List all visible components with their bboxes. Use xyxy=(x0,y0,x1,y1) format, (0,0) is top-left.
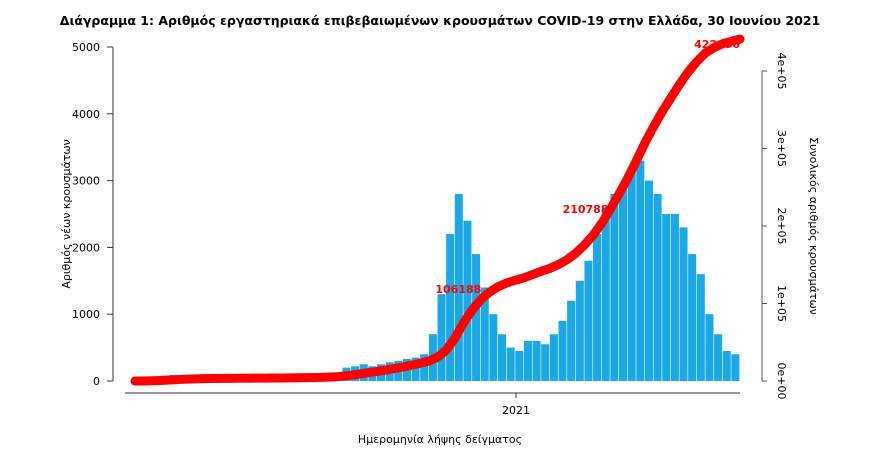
bar xyxy=(644,180,653,381)
bar xyxy=(593,234,602,381)
annotation-label: 106188 xyxy=(435,283,481,296)
x-tick-label: 2021 xyxy=(502,404,530,417)
bar xyxy=(662,214,671,381)
y-axis-label: Αριθμός νέων κρουσμάτων xyxy=(60,139,73,288)
bar xyxy=(722,350,731,381)
y2-ticks: 0e+00 1e+05 2e+05 3e+05 4e+05 xyxy=(762,53,788,400)
bar xyxy=(619,187,628,381)
bar xyxy=(567,300,576,381)
bar xyxy=(463,220,472,381)
annotation-label: 210788 xyxy=(563,203,609,216)
y-tick-label: 3000 xyxy=(72,175,100,188)
bar xyxy=(731,354,740,381)
bar xyxy=(411,357,420,381)
bar xyxy=(670,214,679,381)
y2-tick-label: 0e+00 xyxy=(775,363,788,400)
y-tick-label: 2000 xyxy=(72,241,100,254)
y-tick-label: 5000 xyxy=(72,41,100,54)
cumulative-line xyxy=(130,34,745,386)
bar xyxy=(506,347,515,381)
bar xyxy=(627,167,636,381)
bar xyxy=(437,294,446,381)
annotation-label: 422456 xyxy=(694,38,740,51)
bar xyxy=(549,334,558,381)
bar xyxy=(498,334,507,381)
bar xyxy=(541,344,550,381)
y-tick-label: 1000 xyxy=(72,308,100,321)
bar xyxy=(584,260,593,381)
bar xyxy=(653,193,662,381)
y-tick-label: 0 xyxy=(93,375,100,388)
bars xyxy=(135,160,740,381)
bar xyxy=(472,254,481,381)
annotation-final: 422456 xyxy=(694,38,740,51)
bar xyxy=(696,274,705,381)
y2-tick-label: 1e+05 xyxy=(775,285,788,322)
bar xyxy=(523,340,532,381)
bar xyxy=(705,314,714,381)
bar xyxy=(420,354,429,381)
bar xyxy=(636,160,645,381)
bar xyxy=(679,227,688,381)
bar xyxy=(714,334,723,381)
bar xyxy=(610,193,619,381)
y2-tick-label: 3e+05 xyxy=(775,130,788,167)
bar xyxy=(601,207,610,381)
bar xyxy=(558,320,567,381)
bar xyxy=(480,287,489,381)
bar xyxy=(489,314,498,381)
chart-title: Διάγραμμα 1: Αριθμός εργαστηριακά επιβεβ… xyxy=(60,13,820,28)
y-tick-label: 4000 xyxy=(72,108,100,121)
bar xyxy=(454,193,463,381)
x-axis-label: Ημερομηνία λήψης δείγματος xyxy=(358,433,522,446)
bar xyxy=(446,234,455,381)
y2-tick-label: 4e+05 xyxy=(775,53,788,90)
y2-axis-label: Συνολικός αριθμός κρουσμάτων xyxy=(807,137,820,315)
bar xyxy=(688,254,697,381)
bar xyxy=(532,340,541,381)
y-ticks: 0 1000 2000 3000 4000 5000 xyxy=(72,41,113,388)
bar xyxy=(515,350,524,381)
annotations: 106188 210788 xyxy=(435,203,608,296)
bar xyxy=(575,280,584,381)
y2-tick-label: 2e+05 xyxy=(775,208,788,245)
